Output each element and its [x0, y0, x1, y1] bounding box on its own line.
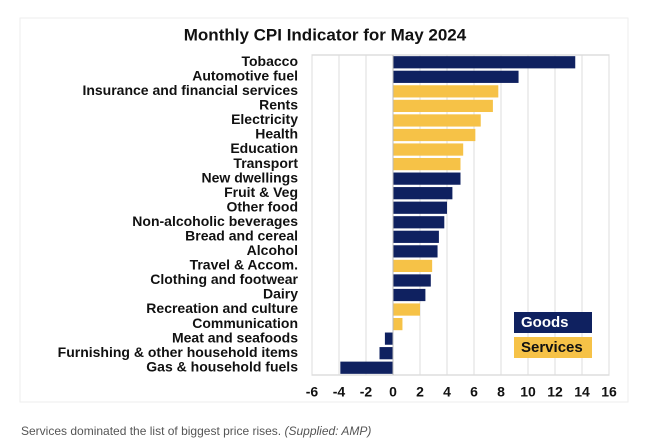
y-tick-label: Non-alcoholic beverages: [132, 213, 298, 229]
x-tick-label: 0: [389, 384, 397, 400]
bar: [393, 317, 403, 331]
chart: Monthly CPI Indicator for May 2024 -6 -4-…: [19, 17, 629, 403]
x-tick-label: 4: [443, 384, 451, 400]
y-tick-label: Electricity: [231, 111, 298, 127]
bar: [393, 70, 519, 83]
bar: [393, 216, 445, 229]
y-tick-label: Automotive fuel: [192, 68, 298, 84]
bar: [393, 99, 493, 113]
bar: [393, 128, 476, 142]
y-tick-label: Recreation and culture: [146, 300, 298, 316]
x-tick-label: 10: [520, 384, 536, 400]
bar: [379, 347, 393, 360]
y-tick-label: Bread and cereal: [185, 228, 298, 244]
bar: [393, 114, 481, 127]
y-tick-label: Other food: [226, 198, 298, 214]
y-tick-label: Rents: [259, 97, 298, 113]
bar: [393, 274, 431, 287]
x-tick-label: 2: [416, 384, 424, 400]
y-tick-label: Tobacco: [241, 53, 298, 69]
bar: [384, 332, 393, 345]
y-tick-label: Meat and seafoods: [172, 329, 298, 345]
x-tick-label: -6: [306, 384, 319, 400]
y-tick-label: Gas & household fuels: [146, 358, 298, 374]
y-tick-label: Travel & Accom.: [190, 257, 298, 273]
y-tick-label: Fruit & Veg: [224, 184, 298, 200]
x-tick-label: 8: [497, 384, 505, 400]
bar: [393, 85, 499, 98]
y-tick-label: Dairy: [263, 286, 298, 302]
y-tick-label: Clothing and footwear: [150, 271, 298, 287]
y-tick-label: Health: [255, 126, 298, 142]
legend-swatch: [514, 312, 592, 333]
x-tick-label: 6: [470, 384, 478, 400]
bar: [393, 230, 439, 243]
bar: [393, 245, 438, 258]
x-tick-label: 14: [574, 384, 590, 400]
legend-label: Services: [521, 339, 583, 356]
y-tick-label: Alcohol: [247, 242, 298, 258]
x-tick-label: -4: [333, 384, 346, 400]
x-tick-label: -2: [360, 384, 373, 400]
legend-label: Goods: [521, 314, 569, 331]
y-tick-label: Transport: [233, 155, 298, 171]
chart-title: Monthly CPI Indicator for May 2024: [184, 25, 467, 44]
legend-swatch: [514, 337, 592, 358]
bar: [393, 288, 426, 302]
bar: [393, 143, 464, 156]
bar: [340, 361, 393, 374]
x-tick-label: 16: [601, 384, 617, 400]
y-tick-label: Education: [230, 140, 298, 156]
bar: [393, 56, 576, 69]
caption: Services dominated the list of biggest p…: [21, 424, 371, 438]
bar: [393, 187, 453, 200]
bar: [393, 172, 461, 185]
x-tick-label: 12: [547, 384, 563, 400]
y-tick-label: Communication: [192, 315, 298, 331]
caption-text: Services dominated the list of biggest p…: [21, 424, 282, 438]
bar: [393, 259, 433, 273]
y-tick-label: New dwellings: [202, 169, 299, 185]
bar: [393, 157, 461, 171]
bar: [393, 201, 447, 214]
bar: [393, 303, 420, 316]
y-tick-label: Insurance and financial services: [82, 82, 298, 98]
caption-source: (Supplied: AMP): [284, 424, 372, 438]
y-tick-label: Furnishing & other household items: [58, 344, 299, 360]
